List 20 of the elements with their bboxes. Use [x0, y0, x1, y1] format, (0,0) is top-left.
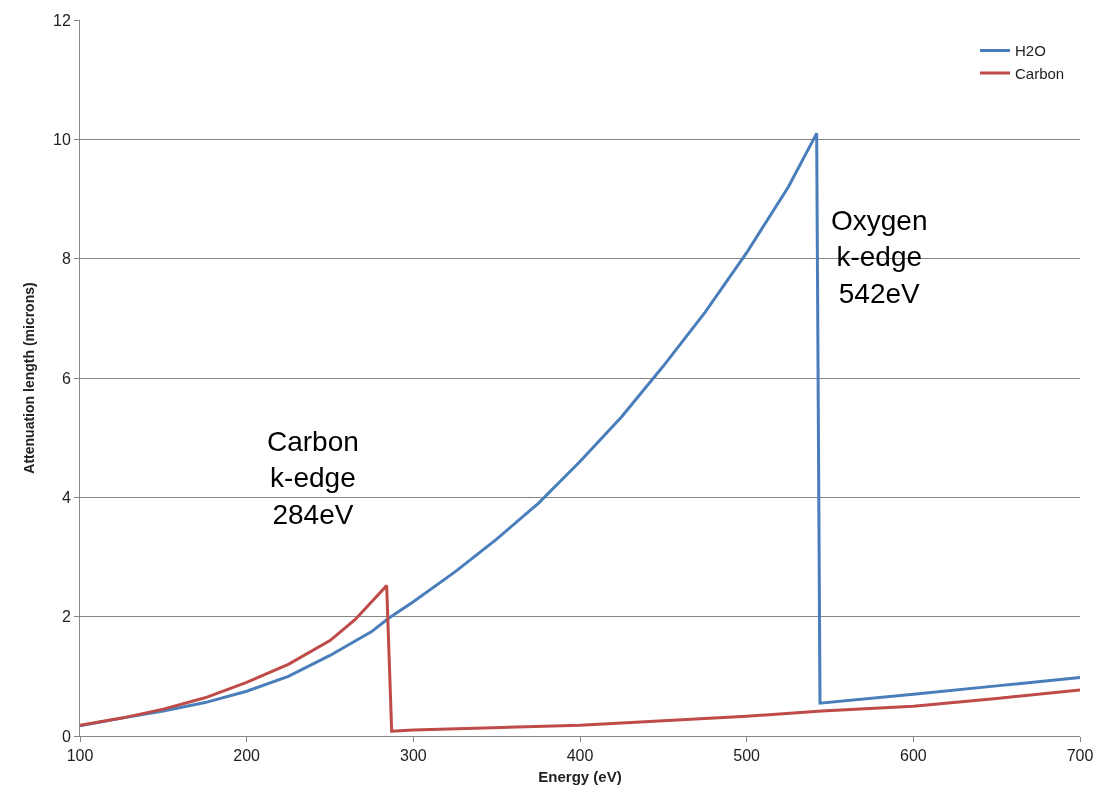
y-tick-label: 6: [61, 369, 71, 387]
y-axis-title: Attenuation length (microns): [20, 282, 37, 474]
x-axis-title: Energy (eV): [538, 768, 622, 786]
x-tick-label: 300: [399, 747, 427, 765]
x-tick-label: 500: [733, 747, 761, 765]
x-tick-label: 700: [1066, 747, 1094, 765]
y-tick-label: 4: [61, 488, 71, 506]
annotation: Oxygen k-edge 542eV: [831, 205, 928, 309]
x-tick-label: 600: [899, 747, 927, 765]
y-tick-label: 0: [61, 727, 71, 745]
x-tick-label: 200: [233, 747, 261, 765]
legend-label: Carbon: [1015, 64, 1065, 82]
x-tick-label: 100: [66, 747, 94, 765]
legend-label: H2O: [1015, 42, 1046, 60]
annotation: Carbon k-edge 284eV: [267, 426, 359, 530]
y-tick-label: 10: [53, 130, 71, 148]
x-tick-label: 400: [566, 747, 594, 765]
y-tick-label: 8: [61, 250, 71, 268]
y-tick-label: 2: [61, 608, 71, 626]
y-tick-label: 12: [53, 11, 71, 29]
